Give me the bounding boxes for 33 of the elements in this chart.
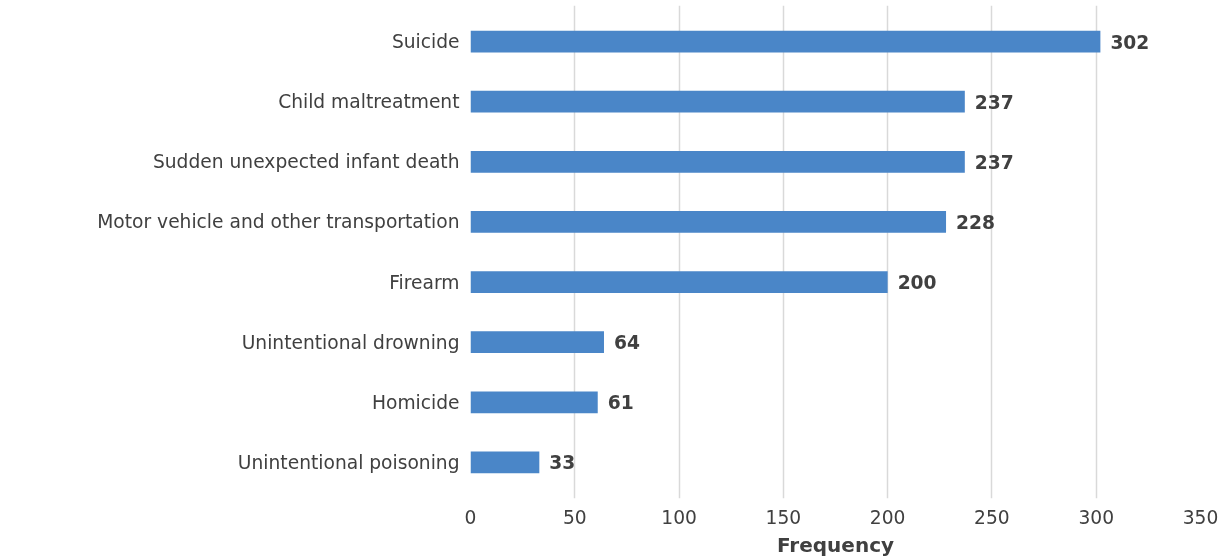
x-tick-label: 50 <box>562 506 587 528</box>
data-label: 228 <box>956 211 995 233</box>
data-label: 302 <box>1110 31 1150 53</box>
y-tick-label: Unintentional poisoning <box>237 451 460 473</box>
y-tick-label: Firearm <box>389 271 460 293</box>
x-tick-label: 250 <box>974 506 1010 528</box>
bar <box>470 211 947 233</box>
y-tick-label: Sudden unexpected infant death <box>152 151 460 173</box>
x-tick-label: 200 <box>869 506 906 528</box>
data-label: 64 <box>613 332 640 354</box>
y-tick-label: Suicide <box>391 31 460 53</box>
y-tick-label: Unintentional drowning <box>241 331 460 353</box>
y-tick-label: Motor vehicle and other transportation <box>97 211 460 233</box>
data-label: 200 <box>897 272 937 294</box>
y-tick-label: Child maltreatment <box>278 91 460 113</box>
y-tick-label: Homicide <box>371 391 460 413</box>
bar <box>470 30 1101 53</box>
x-tick-label: 0 <box>464 506 477 528</box>
x-axis-title: Frequency <box>776 532 895 557</box>
x-tick-label: 150 <box>765 506 802 528</box>
bar <box>470 271 888 293</box>
x-tick-label: 100 <box>661 506 697 528</box>
bar <box>470 451 540 474</box>
bar <box>470 331 604 353</box>
data-label: 61 <box>607 392 634 414</box>
x-tick-label: 300 <box>1078 506 1115 528</box>
data-label: 33 <box>549 452 576 474</box>
bar <box>470 151 965 173</box>
bar <box>470 90 965 113</box>
data-label: 237 <box>974 91 1014 113</box>
bar <box>470 391 598 414</box>
data-label: 237 <box>974 151 1014 173</box>
x-tick-label: 350 <box>1182 506 1219 528</box>
